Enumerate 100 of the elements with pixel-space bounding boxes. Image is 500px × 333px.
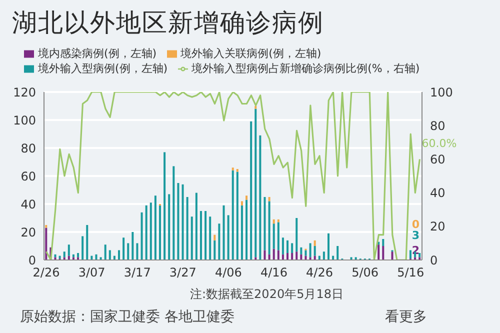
bar	[268, 201, 270, 254]
bar	[336, 246, 339, 260]
bar	[382, 239, 384, 246]
bar	[414, 257, 416, 260]
legend-label: 境外输入关联病例(例，左轴)	[180, 47, 322, 60]
legend-label: 境外输入型病例占新增确诊病例比例(%，右轴)	[192, 62, 420, 75]
y-tick-label: 20	[20, 225, 36, 240]
x-tick-label: 5/06	[352, 266, 379, 280]
bar	[68, 244, 70, 256]
bar	[232, 170, 234, 260]
x-tick-label: 2/26	[32, 266, 60, 280]
bar	[291, 253, 294, 260]
bar	[86, 225, 88, 260]
bar	[418, 253, 421, 258]
bar	[272, 248, 275, 260]
text: 看更多	[385, 308, 427, 326]
chart-title: 湖北以外地区新增确诊病例	[12, 7, 324, 39]
bar	[272, 224, 275, 249]
bar	[140, 212, 143, 260]
y-tick-label: 60	[20, 169, 36, 184]
bar	[54, 254, 56, 258]
bar	[177, 183, 180, 260]
bar	[63, 252, 66, 258]
bar	[77, 253, 80, 258]
bar	[277, 250, 280, 260]
bar	[127, 243, 130, 260]
x-tick-label: 4/16	[260, 266, 288, 280]
y-tick-label: 100	[13, 113, 36, 128]
bar	[309, 257, 312, 260]
bar	[45, 225, 48, 228]
bar	[72, 257, 74, 260]
bar	[309, 243, 312, 258]
data-label: 0	[412, 218, 420, 231]
bar	[240, 205, 243, 260]
bar	[145, 205, 148, 260]
y2-tick-label: 80	[430, 118, 446, 133]
bar	[236, 172, 238, 260]
x-tick-label: 3/17	[124, 266, 151, 280]
bar	[58, 256, 61, 259]
bar	[100, 257, 102, 260]
bar	[172, 166, 175, 260]
bar	[118, 250, 120, 260]
bar	[286, 240, 289, 253]
bar	[268, 197, 270, 202]
bar	[164, 152, 166, 260]
bar	[214, 240, 216, 260]
x-tick-label: 4/26	[306, 266, 334, 280]
bar	[108, 250, 111, 260]
bar	[190, 216, 193, 260]
y2-tick-label: 100	[430, 85, 453, 100]
bar	[296, 252, 298, 260]
bar	[272, 219, 275, 224]
y-tick-label: 40	[20, 197, 36, 212]
y2-tick-label: 40	[430, 186, 446, 200]
text: 注:数据截至2020年5月18日	[190, 286, 344, 303]
bar	[209, 216, 212, 260]
bar	[354, 257, 357, 260]
y2-tick-label: 60	[430, 152, 446, 166]
bar	[150, 202, 152, 260]
bar	[378, 244, 380, 260]
bar	[246, 196, 248, 200]
bar	[214, 234, 216, 240]
bar	[246, 200, 248, 260]
y2-tick-label: 20	[430, 220, 446, 234]
bar	[227, 215, 230, 260]
y-tick-label: 0	[28, 253, 36, 268]
bar	[63, 257, 66, 260]
bar	[250, 121, 252, 260]
bar	[195, 192, 198, 260]
bar	[232, 168, 234, 170]
bar	[204, 211, 207, 260]
bar	[418, 257, 421, 260]
bar	[382, 246, 384, 260]
bar	[264, 250, 266, 260]
bar	[182, 184, 184, 260]
bar	[314, 240, 316, 246]
bar	[104, 244, 106, 260]
bar	[291, 243, 294, 253]
bar	[254, 106, 257, 109]
bar	[314, 246, 316, 256]
bar	[82, 236, 84, 260]
text: 原始数据：国家卫健委 各地卫健委	[20, 308, 234, 326]
y-tick-label: 120	[13, 85, 36, 100]
bar	[277, 219, 280, 222]
bar	[186, 197, 188, 260]
y-tick-label: 80	[20, 141, 36, 156]
legend-label: 境外输入型病例(例，左轴)	[38, 62, 168, 75]
bar	[222, 205, 225, 260]
bar	[350, 257, 352, 260]
bar	[236, 169, 238, 172]
bar	[158, 205, 161, 260]
bar	[300, 247, 302, 254]
bar	[77, 257, 80, 260]
bar	[264, 197, 266, 250]
legend-label: 境内感染病例(例，左轴)	[38, 47, 157, 60]
bar	[296, 218, 298, 252]
x-tick-label: 4/06	[214, 266, 242, 280]
bar	[72, 254, 74, 258]
bar	[322, 252, 325, 260]
x-tick-label: 3/27	[169, 266, 196, 280]
